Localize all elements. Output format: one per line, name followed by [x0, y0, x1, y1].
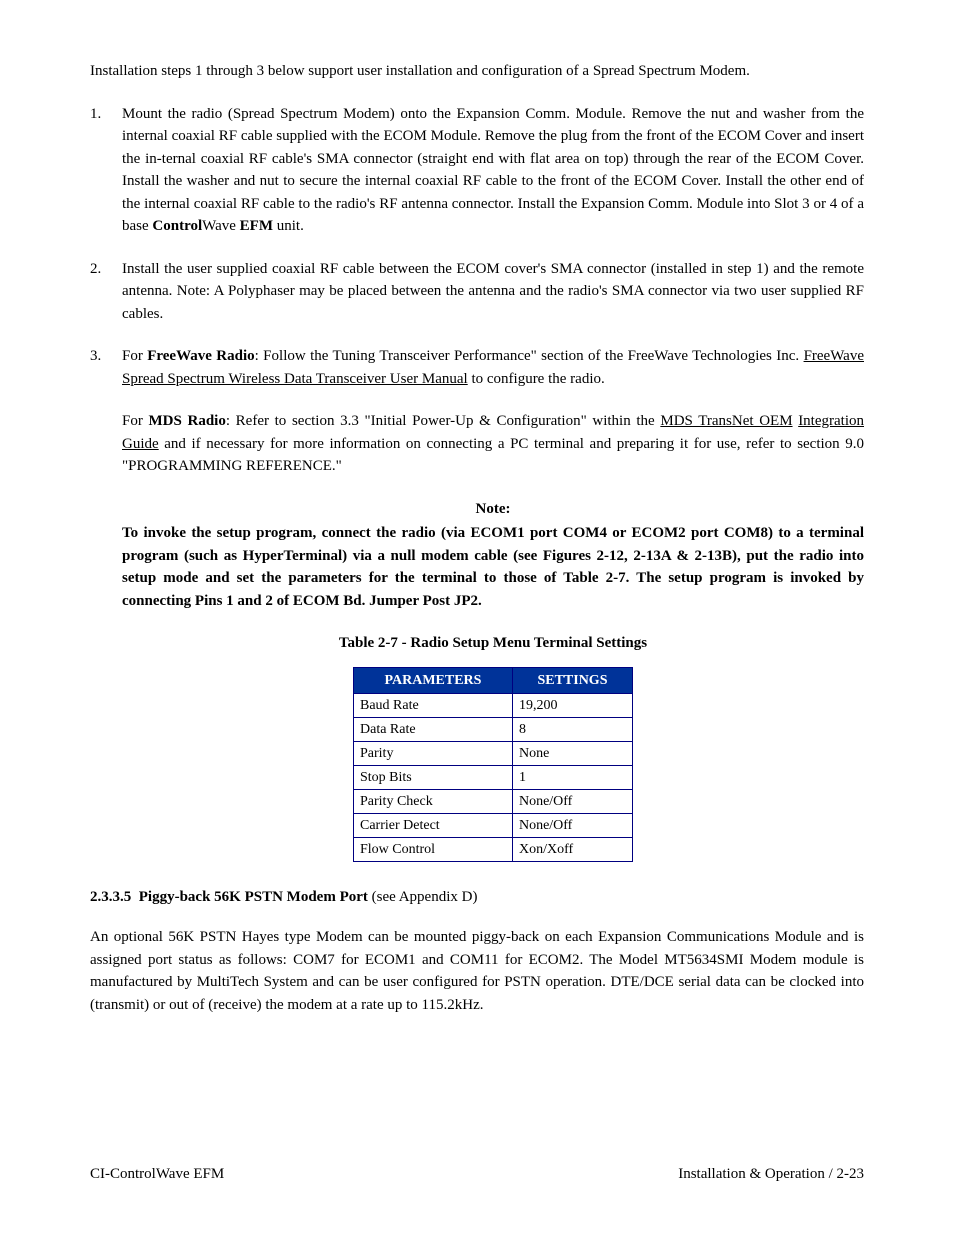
subsection-number: 2.3.3.5: [90, 889, 131, 905]
param-cell: Parity Check: [354, 789, 513, 813]
install-steps-list: Mount the radio (Spread Spectrum Modem) …: [90, 103, 864, 862]
step-3-p2-bold: MDS Radio: [149, 413, 226, 429]
step-3: For FreeWave Radio: Follow the Tuning Tr…: [90, 345, 864, 862]
setting-cell: None/Off: [512, 789, 632, 813]
table-row: Baud Rate19,200: [354, 693, 633, 717]
table-row: Data Rate8: [354, 717, 633, 741]
col-parameters-header: PARAMETERS: [354, 667, 513, 693]
setting-cell: 19,200: [512, 693, 632, 717]
step-3-p2-a: For: [122, 413, 149, 429]
table-row: Carrier DetectNone/Off: [354, 813, 633, 837]
step-3-p1-b: : Follow the Tuning Transceiver Performa…: [255, 348, 804, 364]
step-1-bold-efm: EFM: [240, 218, 273, 234]
step-3-p1-c: to configure the radio.: [468, 371, 605, 387]
subsection-heading: 2.3.3.5 Piggy-back 56K PSTN Modem Port (…: [90, 886, 864, 909]
setting-cell: 8: [512, 717, 632, 741]
footer-left: CI-ControlWave EFM: [90, 1163, 224, 1186]
step-3-p2-ul1: MDS TransNet OEM: [660, 413, 792, 429]
step-1-bold-control: Control: [152, 218, 202, 234]
step-3-p1-bold: FreeWave Radio: [147, 348, 254, 364]
table-title: Table 2-7 - Radio Setup Menu Terminal Se…: [122, 632, 864, 655]
page-footer: CI-ControlWave EFM Installation & Operat…: [90, 1163, 864, 1186]
setting-cell: None/Off: [512, 813, 632, 837]
table-row: Stop Bits1: [354, 765, 633, 789]
setting-cell: 1: [512, 765, 632, 789]
step-2: Install the user supplied coaxial RF cab…: [90, 258, 864, 326]
table-row: Flow ControlXon/Xoff: [354, 837, 633, 861]
step-1: Mount the radio (Spread Spectrum Modem) …: [90, 103, 864, 238]
note-title: Note:: [122, 498, 864, 521]
note-body: To invoke the setup program, connect the…: [122, 522, 864, 612]
settings-table: PARAMETERS SETTINGS Baud Rate19,200 Data…: [353, 667, 633, 862]
setting-cell: None: [512, 741, 632, 765]
param-cell: Flow Control: [354, 837, 513, 861]
col-settings-header: SETTINGS: [512, 667, 632, 693]
step-3-p1-a: For: [122, 348, 147, 364]
step-3-p2: For MDS Radio: Refer to section 3.3 "Ini…: [122, 410, 864, 478]
step-3-p2-c: and if necessary for more information on…: [122, 436, 864, 475]
step-1-text-a: Mount the radio (Spread Spectrum Modem) …: [122, 106, 864, 235]
param-cell: Data Rate: [354, 717, 513, 741]
subsection-title: Piggy-back 56K PSTN Modem Port: [139, 889, 368, 905]
setting-cell: Xon/Xoff: [512, 837, 632, 861]
table-header-row: PARAMETERS SETTINGS: [354, 667, 633, 693]
param-cell: Baud Rate: [354, 693, 513, 717]
param-cell: Parity: [354, 741, 513, 765]
subsection-paren: (see Appendix D): [368, 889, 478, 905]
footer-right: Installation & Operation / 2-23: [678, 1163, 864, 1186]
step-1-mid: Wave: [202, 218, 240, 234]
param-cell: Carrier Detect: [354, 813, 513, 837]
table-row: ParityNone: [354, 741, 633, 765]
step-3-p2-b: : Refer to section 3.3 "Initial Power-Up…: [226, 413, 661, 429]
intro-paragraph: Installation steps 1 through 3 below sup…: [90, 60, 864, 83]
subsection-body: An optional 56K PSTN Hayes type Modem ca…: [90, 926, 864, 1016]
step-1-tail: unit.: [273, 218, 304, 234]
param-cell: Stop Bits: [354, 765, 513, 789]
table-row: Parity CheckNone/Off: [354, 789, 633, 813]
